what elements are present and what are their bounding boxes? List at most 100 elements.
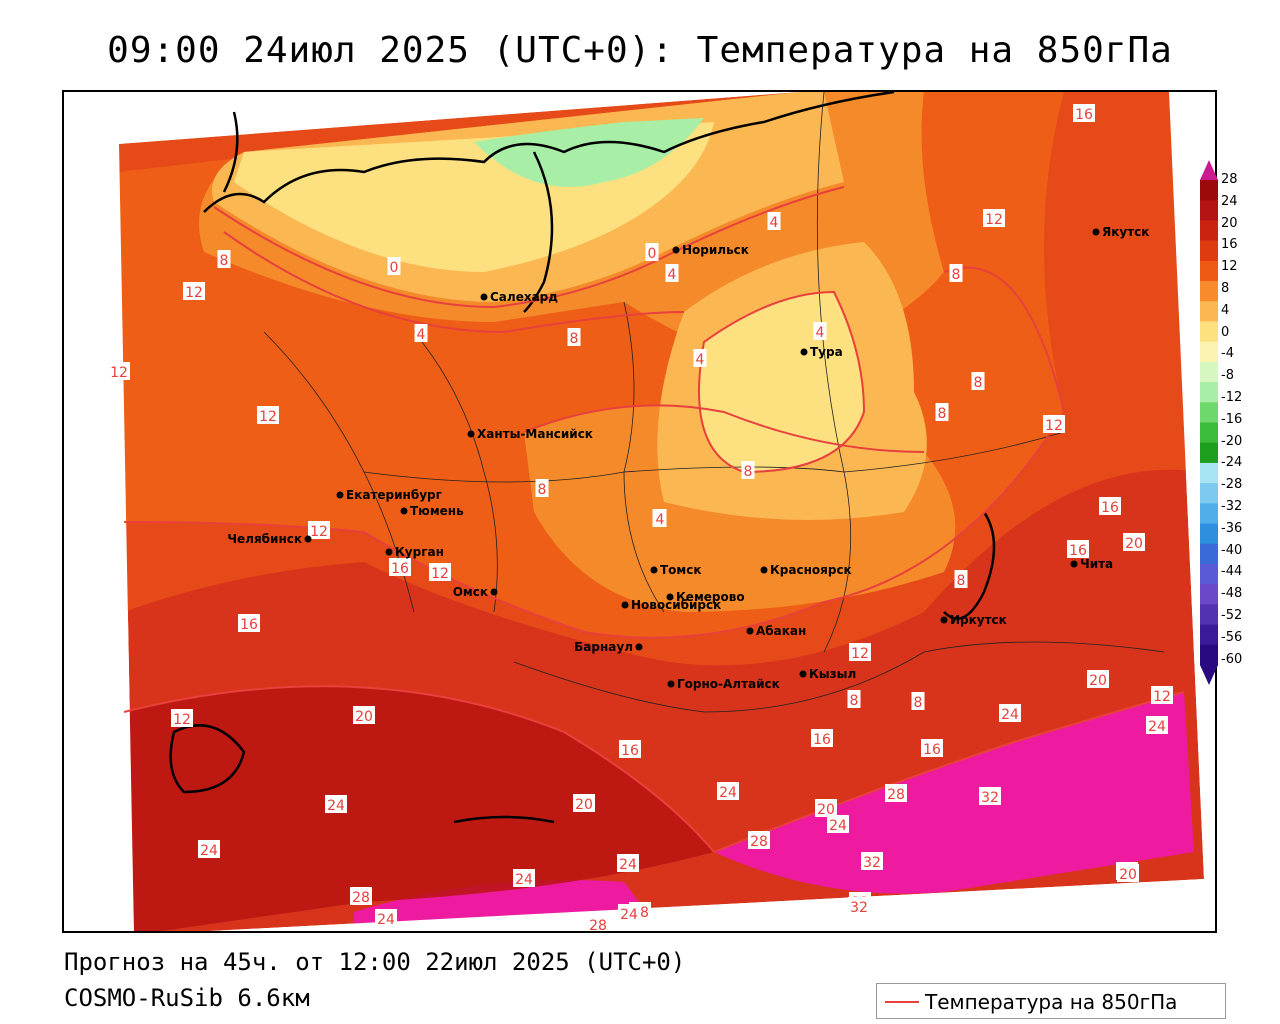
map-title: 09:00 24июл 2025 (UTC+0): Температура на… xyxy=(107,30,1173,71)
isotherm-label-bg xyxy=(325,795,347,813)
city-label: Чита xyxy=(1080,557,1113,571)
city-label: Красноярск xyxy=(770,563,852,577)
colorbar-segment xyxy=(1200,604,1218,626)
isotherm-label: 8 xyxy=(850,693,859,709)
colorbar-tick-label: -20 xyxy=(1221,433,1243,449)
cities: Норильск Якутск Салехард Тура Ханты-Мансийск… xyxy=(227,225,1149,691)
map-area[interactable]: 1612480048128121248484412884161616122012… xyxy=(62,90,1217,933)
colorbar-segment xyxy=(1200,543,1218,565)
city-marker xyxy=(336,491,344,499)
isotherm-label: 24 xyxy=(200,843,218,859)
colorbar-segment xyxy=(1200,260,1218,282)
colorbar-tick-label: -44 xyxy=(1221,564,1243,580)
isotherm-label: 28 xyxy=(352,890,370,906)
colorbar-bottom-arrow xyxy=(1200,665,1218,685)
isotherm-label: 12 xyxy=(1153,689,1171,705)
isotherm-label-bg xyxy=(171,709,193,727)
city-label: Барнаул xyxy=(574,640,633,654)
isotherm-label-bg xyxy=(389,558,411,576)
isotherm-label: 20 xyxy=(355,709,373,725)
isotherm-label: 12 xyxy=(110,365,128,381)
colorbar-segment xyxy=(1200,321,1218,343)
city-label: Екатеринбург xyxy=(346,488,442,502)
isotherm-label: 16 xyxy=(1101,500,1119,516)
city-marker xyxy=(480,293,488,301)
model-info: COSMO-RuSib 6.6км xyxy=(64,984,310,1012)
isotherm-label: 24 xyxy=(515,872,533,888)
colorbar-tick-label: -36 xyxy=(1221,520,1243,536)
isotherm-label: 24 xyxy=(1148,719,1166,735)
colorbar-tick-label: -40 xyxy=(1221,542,1243,558)
city-marker xyxy=(400,507,408,515)
colorbar-segment xyxy=(1200,503,1218,525)
colorbar-segment xyxy=(1200,422,1218,444)
isotherm-label: 8 xyxy=(957,573,966,589)
isotherm-label-bg xyxy=(617,854,639,872)
isotherm-label-bg xyxy=(645,243,659,261)
isotherm-label: 16 xyxy=(240,617,258,633)
colorbar-segment xyxy=(1200,301,1218,322)
city-marker xyxy=(746,627,754,635)
isotherm-label-bg xyxy=(198,840,220,858)
isotherm-label-bg xyxy=(257,406,279,424)
isotherm-label-bg xyxy=(1151,686,1173,704)
isotherm-label: 16 xyxy=(923,742,941,758)
legend: Температура на 850гПа xyxy=(876,983,1226,1019)
city-marker xyxy=(800,348,808,356)
isotherm-label: 8 xyxy=(744,464,753,480)
isotherm-label: 20 xyxy=(1125,536,1143,552)
colorbar-segment xyxy=(1200,200,1218,221)
city-marker xyxy=(940,616,948,624)
colorbar-segment xyxy=(1200,644,1218,666)
isotherm-label: 20 xyxy=(1119,867,1137,883)
colorbar-segment xyxy=(1200,563,1218,585)
city-label: Новосибирск xyxy=(631,598,721,612)
colorbar-tick-label: 28 xyxy=(1221,172,1238,187)
isotherm-label: 24 xyxy=(829,818,847,834)
isotherm-label: 28 xyxy=(589,918,607,933)
isotherm-label-bg xyxy=(653,509,667,527)
colorbar-segment xyxy=(1200,624,1218,646)
isotherm-label: 8 xyxy=(220,253,229,269)
colorbar-segment xyxy=(1200,442,1218,464)
isotherm-label: 4 xyxy=(668,267,677,283)
isotherm-label-bg xyxy=(717,782,739,800)
isotherm-label: 32 xyxy=(863,855,881,871)
isotherm-label: 8 xyxy=(974,375,983,391)
isotherm-label-bg xyxy=(999,704,1021,722)
colorbar-segment xyxy=(1200,523,1218,545)
city-label: Курган xyxy=(395,545,444,559)
isotherm-labels: 1612480048128121248484412884161616122012… xyxy=(108,104,1173,933)
city-label: Челябинск xyxy=(227,532,302,546)
legend-label: Температура на 850гПа xyxy=(925,990,1178,1014)
isotherm-label: 12 xyxy=(851,646,869,662)
city-marker xyxy=(385,548,393,556)
isotherm-label: 12 xyxy=(1045,418,1063,434)
isotherm-label-bg xyxy=(1146,716,1168,734)
isotherm-label: 28 xyxy=(887,787,905,803)
isotherm-label-bg xyxy=(1043,415,1065,433)
colorbar-tick-label: -48 xyxy=(1221,586,1243,602)
colorbar-segment xyxy=(1200,402,1218,423)
city-label: Якутск xyxy=(1102,225,1149,239)
isotherm-label-bg xyxy=(847,690,861,708)
isotherm-label: 24 xyxy=(327,798,345,814)
isotherm-label-bg xyxy=(308,521,330,539)
isotherm-label-bg xyxy=(1117,864,1139,882)
isotherm-label: 28 xyxy=(750,834,768,850)
isotherm-label: 24 xyxy=(620,907,638,923)
city-label: Томск xyxy=(660,563,702,577)
isotherm-label-bg xyxy=(949,264,963,282)
isotherm-label-bg xyxy=(429,563,451,581)
colorbar-tick-label: -12 xyxy=(1221,390,1243,405)
isotherm-label: 16 xyxy=(621,743,639,759)
isotherm-label: 24 xyxy=(719,785,737,801)
isotherm-label-bg xyxy=(748,831,770,849)
colorbar-segment xyxy=(1200,240,1218,262)
isotherm-label: 20 xyxy=(1089,673,1107,689)
temperature-map: 1612480048128121248484412884161616122012… xyxy=(64,92,1215,933)
colorbar-tick-label: 4 xyxy=(1221,302,1230,318)
colorbar-segment xyxy=(1200,361,1218,383)
city-marker xyxy=(760,566,768,574)
colorbar-tick-label: 12 xyxy=(1221,259,1238,275)
